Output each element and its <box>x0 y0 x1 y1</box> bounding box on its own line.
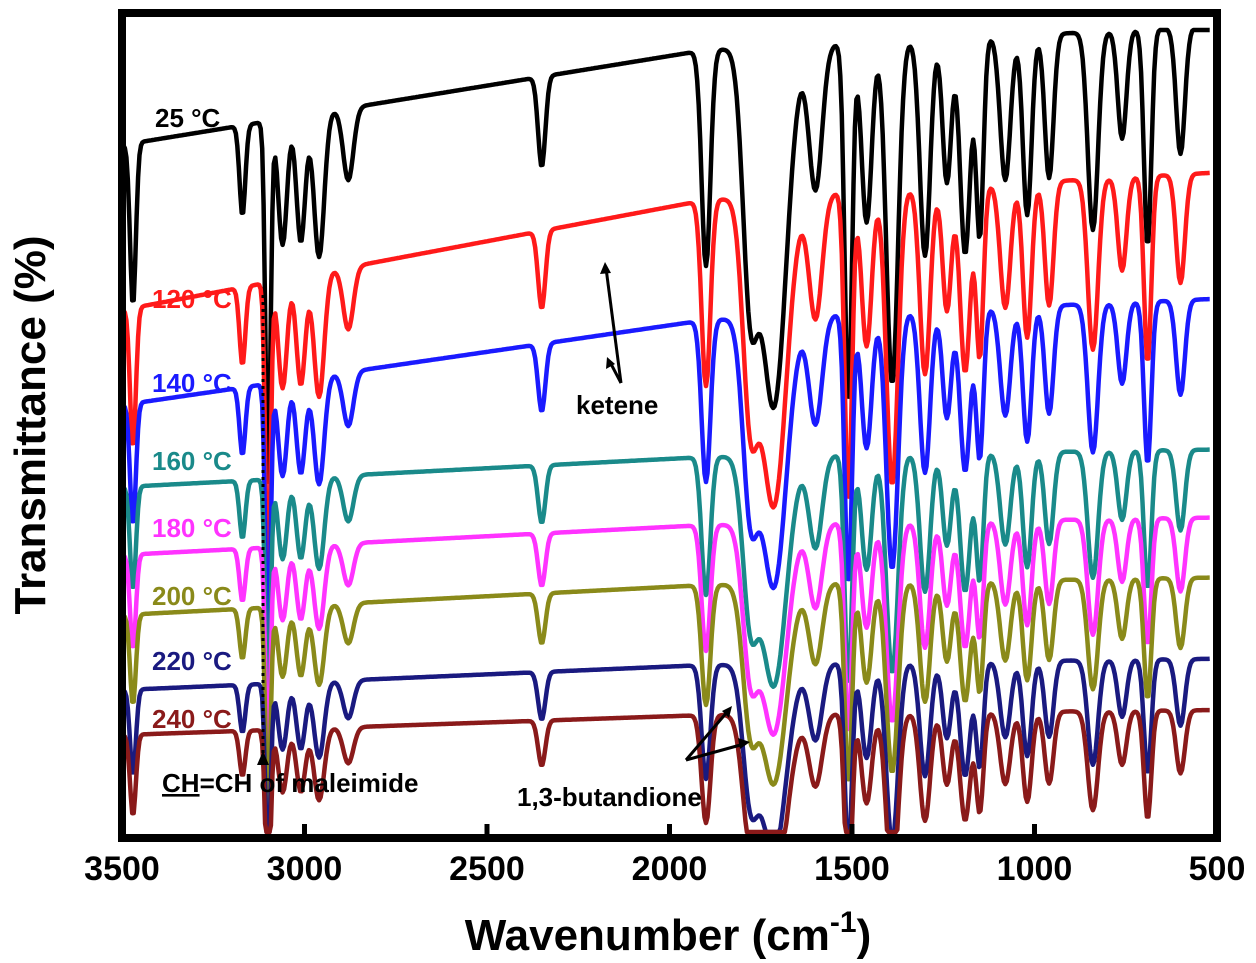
annotation-maleimide: CH=CH of maleimide <box>162 768 418 798</box>
x-tick-label: 3500 <box>84 850 160 888</box>
butandione-arrow-1-head <box>722 706 732 718</box>
x-ticks: 3500 3000 2500 2000 1500 1000 500 <box>84 824 1245 888</box>
series-label: 160 °C <box>152 446 232 476</box>
series-labels: 25 °C 120 °C 140 °C 160 °C 180 °C 200 °C 220 °… <box>152 103 232 734</box>
series-line <box>121 575 1211 811</box>
x-tick-label: 500 <box>1189 850 1246 888</box>
series-line <box>121 447 1211 713</box>
x-tick-label: 1500 <box>814 850 890 888</box>
y-axis-title: Transmittance (%) <box>6 236 55 615</box>
series-line <box>121 707 1211 835</box>
x-axis-title-close: ) <box>857 911 872 960</box>
series-label: 25 °C <box>155 103 221 133</box>
x-axis-title: Wavenumber (cm-1) <box>465 906 871 960</box>
x-tick-label: 3000 <box>267 850 343 888</box>
x-tick-label: 2500 <box>449 850 525 888</box>
x-axis-title-sup: -1 <box>830 906 857 939</box>
maleimide-arrow-head <box>257 751 269 765</box>
series-line <box>121 170 1211 596</box>
annotation-maleimide-ch: CH <box>162 768 200 798</box>
ketene-arrow-1-head <box>600 262 611 274</box>
x-tick-label: 1000 <box>997 850 1073 888</box>
annotation-butandione: 1,3-butandione <box>517 782 702 812</box>
ketene-arrow-1 <box>604 267 623 384</box>
ketene-arrow-2-head <box>606 357 615 369</box>
x-axis-title-main: Wavenumber (cm <box>465 911 830 960</box>
series-label: 220 °C <box>152 646 232 676</box>
butandione-arrow-1 <box>684 710 730 761</box>
x-tick-label: 2000 <box>632 850 708 888</box>
series-line <box>121 656 1211 835</box>
annotation-maleimide-rest: =CH of maleimide <box>200 768 419 798</box>
series-label: 200 °C <box>152 581 232 611</box>
butandione-arrow-2-head <box>738 738 750 749</box>
series-line <box>121 515 1211 761</box>
annotation-ketene: ketene <box>576 390 658 420</box>
series-label: 140 °C <box>152 368 232 398</box>
series-label: 180 °C <box>152 513 232 543</box>
series-line <box>121 296 1211 657</box>
series-layer <box>121 27 1211 835</box>
series-label: 240 °C <box>152 704 232 734</box>
series-label: 120 °C <box>152 284 232 314</box>
butandione-arrow-2 <box>685 742 745 762</box>
series-line <box>121 27 1211 484</box>
